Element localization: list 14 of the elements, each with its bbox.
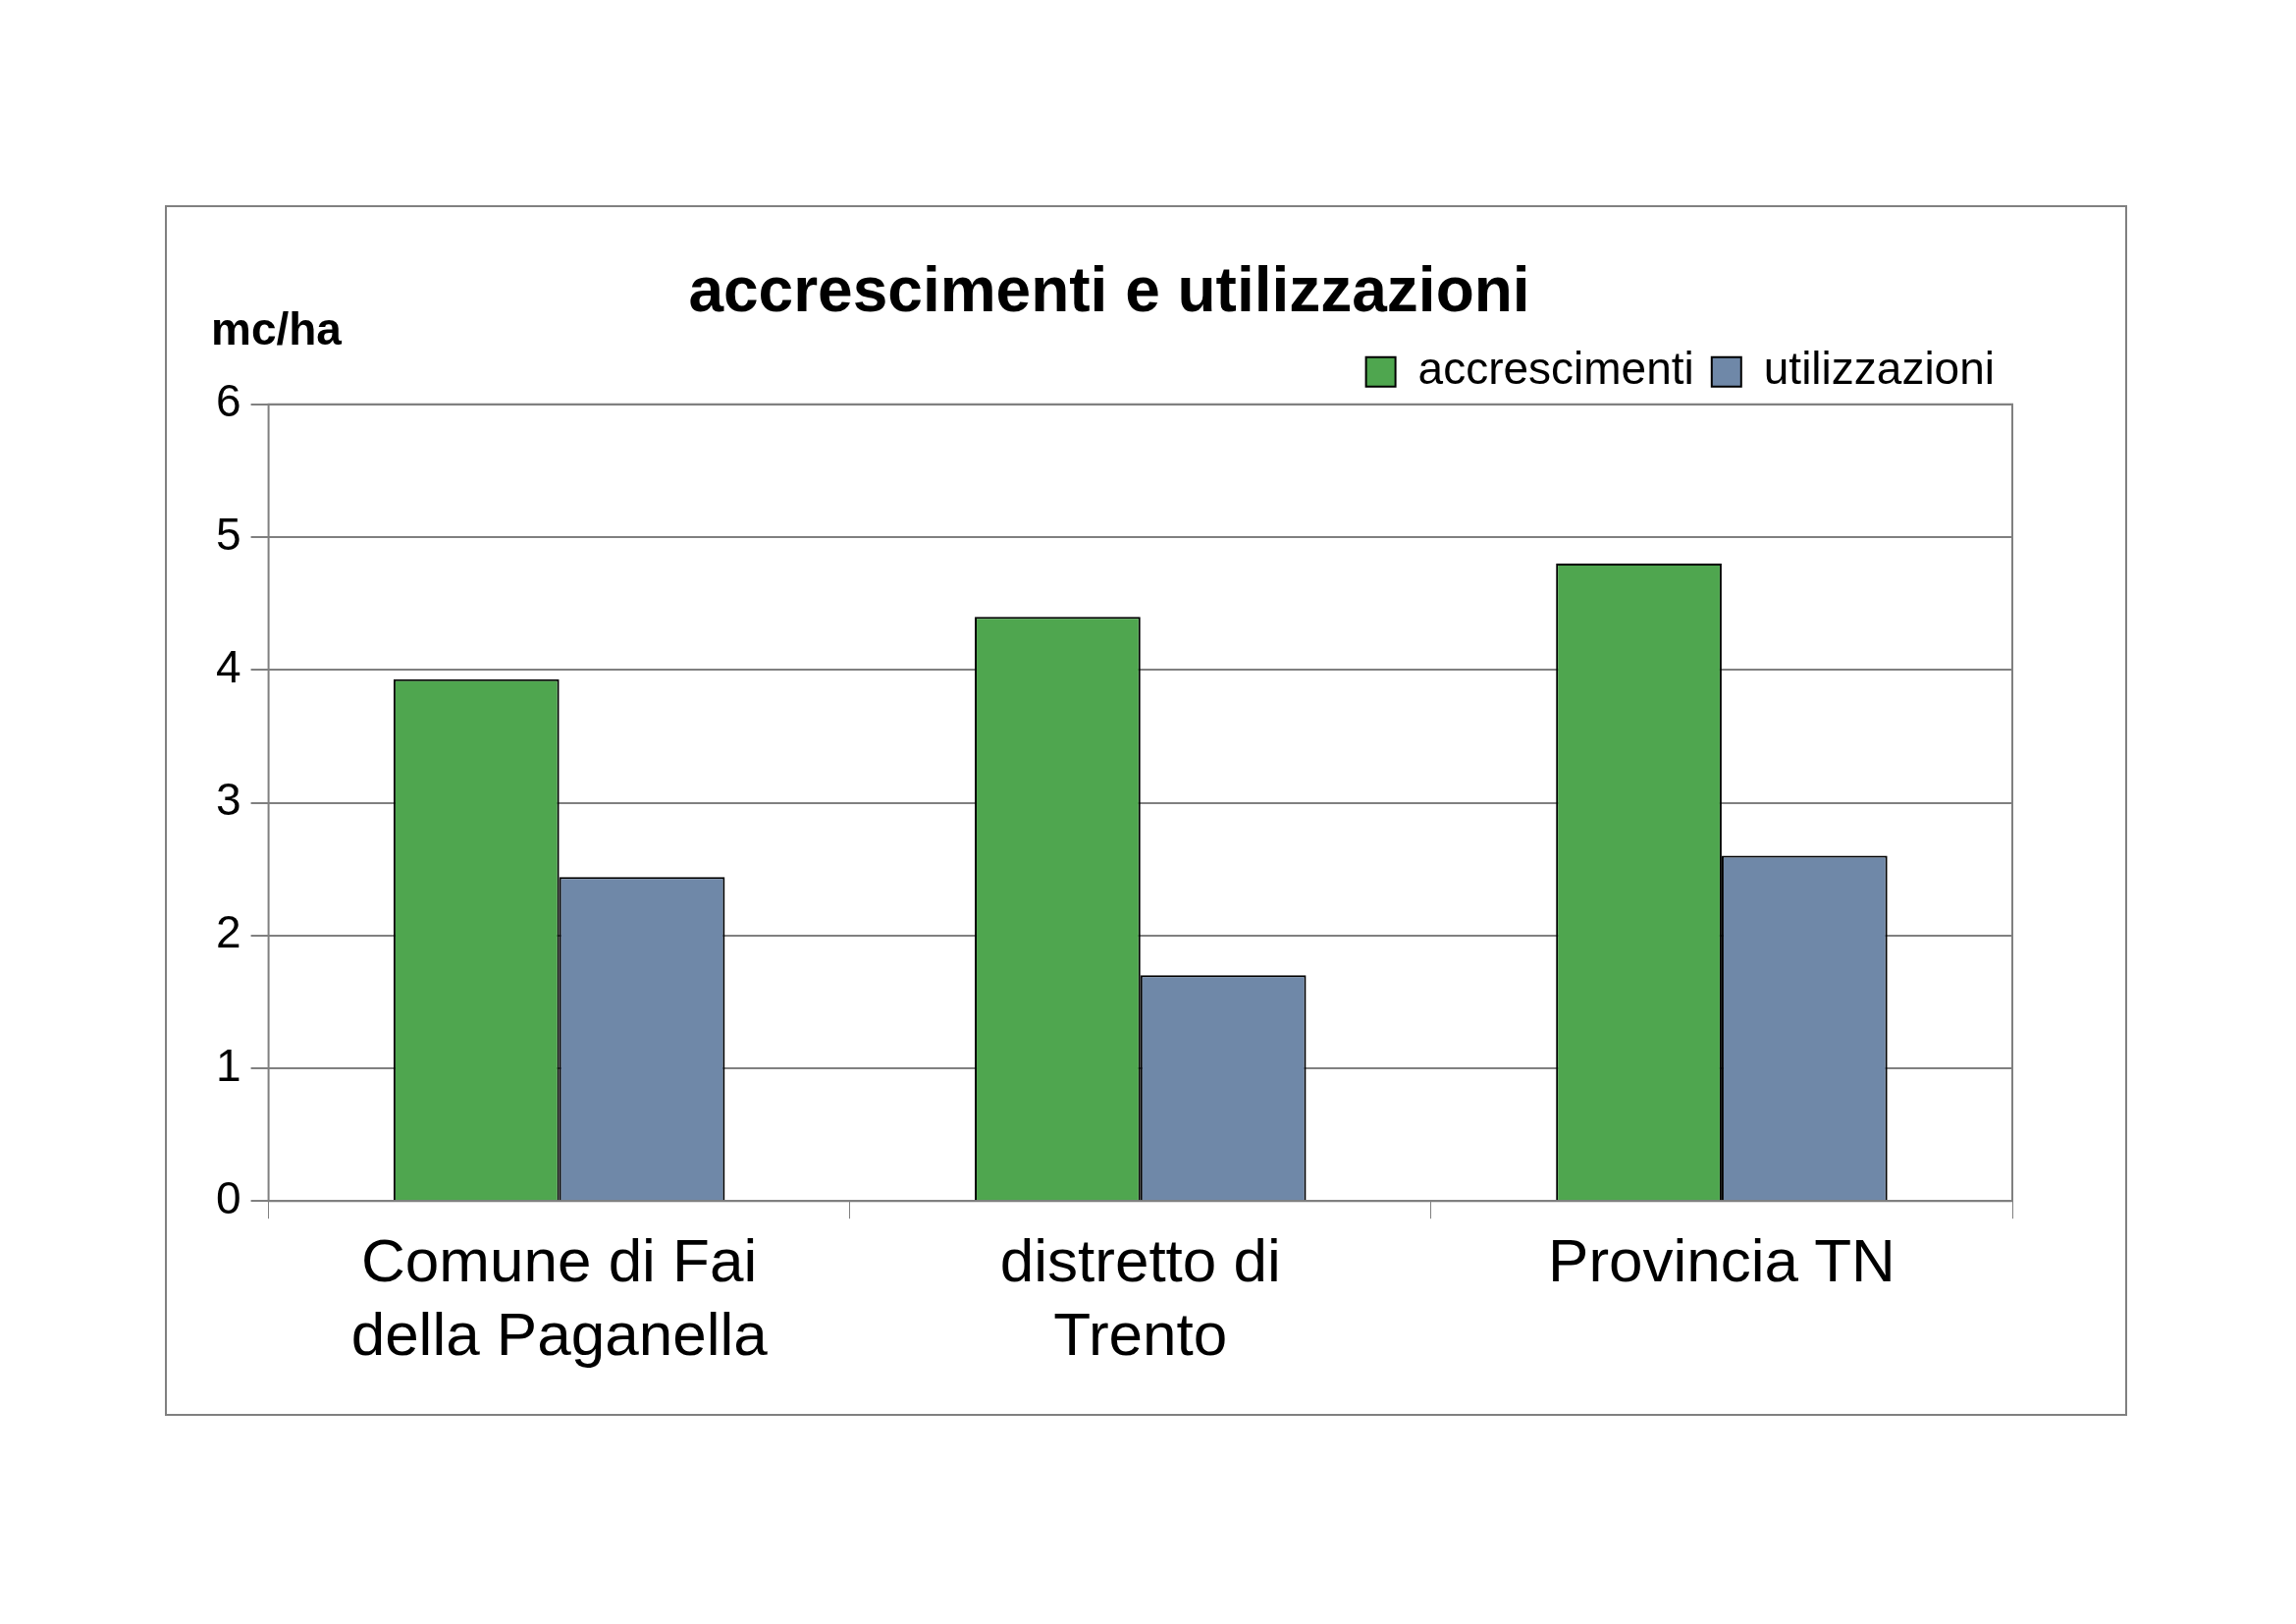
y-axis-title: mc/ha: [211, 303, 343, 355]
y-tick-label: 3: [215, 774, 241, 826]
legend-label: utilizzazioni: [1763, 343, 1996, 395]
y-tick-label: 2: [215, 906, 241, 958]
y-tick-label: 6: [215, 375, 241, 427]
x-tick-label: Provincia TN: [1548, 1226, 1896, 1295]
y-tick-label: 0: [215, 1171, 241, 1223]
y-tick-label: 4: [215, 640, 241, 692]
chart-title: accrescimenti e utilizzazioni: [688, 254, 1530, 326]
legend-label: accrescimenti: [1417, 343, 1694, 395]
y-tick-label: 5: [215, 508, 241, 560]
x-tick-label: Comune di Fai della Paganella: [350, 1226, 769, 1368]
y-tick-label: 1: [215, 1039, 241, 1091]
x-tick-label: distretto di Trento: [999, 1226, 1281, 1368]
